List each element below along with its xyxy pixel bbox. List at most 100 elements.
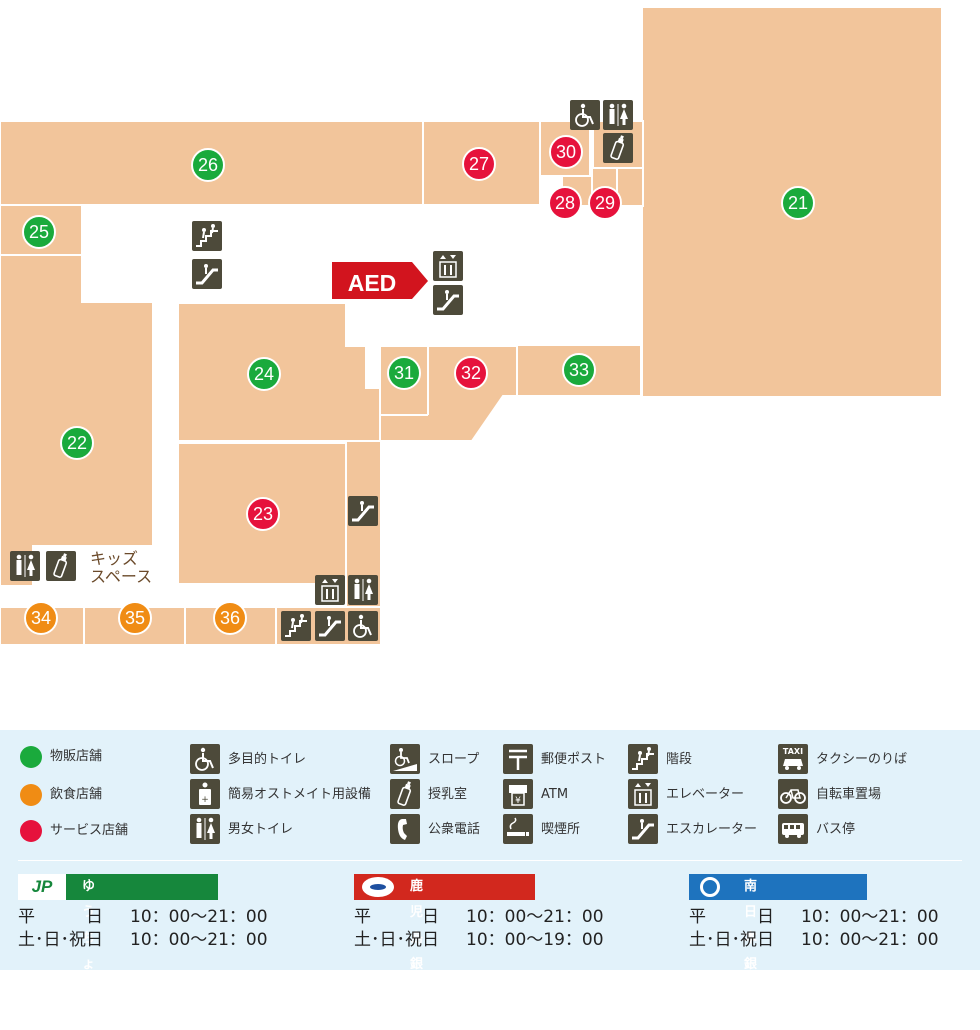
legend-label-ostomate: 簡易オストメイト用設備	[228, 787, 372, 802]
legend-label-service: サービス店舗	[50, 823, 129, 838]
legend-label-retail: 物販店舗	[50, 749, 103, 764]
store-number: 24	[254, 364, 274, 384]
restroom-icon	[189, 813, 221, 845]
store-marker-circle	[548, 186, 582, 220]
legend-dot-food	[20, 784, 42, 806]
legend-label-stairs: 階段	[666, 752, 693, 767]
restroom-icon	[347, 574, 379, 606]
store-number: 29	[595, 193, 615, 213]
legend-panel	[0, 730, 980, 970]
store-number: 31	[394, 363, 414, 383]
bank-kagoshima-weekday-label: 平 日	[354, 907, 439, 927]
bank-minaminippon-holiday-hours: 10：00〜21：00	[801, 930, 939, 950]
store-marker-31[interactable]: 31	[387, 356, 421, 390]
escalator-icon	[313, 609, 347, 643]
store-marker-32[interactable]: 32	[454, 356, 488, 390]
store-marker-22[interactable]: 22	[60, 426, 94, 460]
store-number: 28	[555, 193, 575, 213]
restroom-icon	[602, 99, 634, 131]
store-marker-35[interactable]: 35	[118, 601, 152, 635]
legend-dot-retail	[20, 746, 42, 768]
store-marker-circle	[213, 601, 247, 635]
store-marker-27[interactable]: 27	[462, 147, 496, 181]
store-marker-30[interactable]: 30	[549, 135, 583, 169]
restroom-icon	[9, 550, 41, 582]
wheelchair-icon	[569, 99, 601, 131]
legend-divider	[18, 860, 962, 861]
store-number: 25	[29, 222, 49, 242]
legend-label-taxi: タクシーのりば	[816, 752, 908, 767]
store-marker-34[interactable]: 34	[24, 601, 58, 635]
store-marker-24[interactable]: 24	[247, 357, 281, 391]
store-marker-circle	[191, 148, 225, 182]
bank-minaminippon-weekday-label: 平 日	[689, 907, 774, 927]
store-marker-36[interactable]: 36	[213, 601, 247, 635]
atm-icon	[502, 778, 534, 810]
stairs-icon	[191, 220, 223, 252]
bank-jp-holiday-label: 土･日･祝日	[18, 930, 103, 950]
legend-label-escalator: エスカレーター	[666, 822, 758, 837]
baby-bottle-icon	[45, 550, 77, 582]
jp-logo-icon	[18, 874, 66, 900]
store-marker-circle	[549, 135, 583, 169]
store-number: 27	[469, 154, 489, 174]
escalator-icon	[190, 257, 224, 291]
legend-label-restroom: 男女トイレ	[228, 822, 294, 837]
store-marker-circle	[562, 353, 596, 387]
stairs-icon	[627, 743, 659, 775]
store-marker-circle	[588, 186, 622, 220]
store-marker-23[interactable]: 23	[246, 497, 280, 531]
store-number: 34	[31, 608, 51, 628]
bank-minaminippon-weekday-hours: 10：00〜21：00	[801, 907, 939, 927]
store-marker-25[interactable]: 25	[22, 215, 56, 249]
legend-label-multipurpose-toilet: 多目的トイレ	[228, 752, 307, 767]
elevator-icon	[627, 778, 659, 810]
kids-space-label-line2: スペース	[90, 567, 152, 586]
store-marker-21[interactable]: 21	[781, 186, 815, 220]
phone-icon	[390, 814, 420, 844]
store-markers: 21 22 23 24 25 26 27 28 29 30 31 32 33 34 35 36	[22, 135, 815, 635]
stairs-icon	[280, 610, 312, 642]
store-marker-circle	[246, 497, 280, 531]
ostomate-icon	[190, 779, 220, 809]
legend-label-elevator: エレベーター	[666, 787, 745, 802]
store-marker-circle	[247, 357, 281, 391]
baby-bottle-icon	[602, 132, 634, 164]
wheelchair-icon	[347, 610, 379, 642]
legend-label-slope: スロープ	[428, 752, 480, 767]
bank-kagoshima-weekday-hours: 10：00〜21：00	[466, 907, 604, 927]
store-marker-33[interactable]: 33	[562, 353, 596, 387]
escalator-icon	[431, 283, 465, 317]
aed-label: AED	[348, 270, 397, 296]
legend-label-atm: ATM	[541, 787, 569, 802]
store-marker-circle	[22, 215, 56, 249]
store-number: 23	[253, 504, 273, 524]
store-number: 30	[556, 142, 576, 162]
store-marker-circle	[781, 186, 815, 220]
floor-map: 21 22 23 24 25 26 27 28 29 30 31 32 33 34 35 36 AED キッズ…	[0, 6, 943, 646]
store-marker-circle	[24, 601, 58, 635]
store-number: 32	[461, 363, 481, 383]
bank-kagoshima-holiday-label: 土･日･祝日	[354, 930, 439, 950]
jp-logo-text: JP	[31, 877, 53, 896]
store-marker-29[interactable]: 29	[588, 186, 622, 220]
kagoshima-logo-mark	[370, 884, 386, 890]
bank-jp-holiday-hours: 10：00〜21：00	[130, 930, 268, 950]
escalator-icon	[626, 812, 660, 846]
minaminippon-logo-icon	[700, 877, 720, 897]
store-marker-28[interactable]: 28	[548, 186, 582, 220]
store-number: 21	[788, 193, 808, 213]
store-area-22	[0, 254, 154, 587]
store-number: 35	[125, 608, 145, 628]
aed-marker: AED	[332, 262, 428, 299]
legend-label-public-phone: 公衆電話	[428, 822, 481, 837]
store-number: 33	[569, 360, 589, 380]
store-marker-26[interactable]: 26	[191, 148, 225, 182]
bicycle-icon	[777, 778, 809, 810]
store-number: 22	[67, 433, 87, 453]
elevator-icon	[314, 574, 346, 606]
legend-label-food: 飲食店舗	[50, 787, 103, 802]
wheelchair-icon	[189, 743, 221, 775]
legend-label-nursing-room: 授乳室	[428, 787, 468, 802]
legend-label-bicycle: 自転車置場	[816, 787, 882, 802]
